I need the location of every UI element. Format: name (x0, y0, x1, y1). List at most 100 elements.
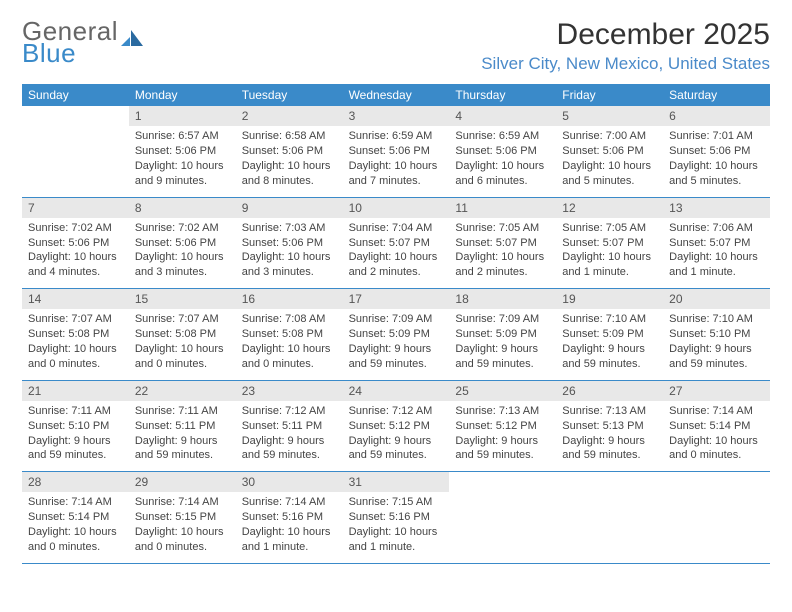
sunrise-text: Sunrise: 6:57 AM (135, 129, 230, 144)
day-number: 9 (236, 198, 343, 218)
sunrise-text: Sunrise: 7:09 AM (349, 312, 444, 327)
sunrise-text: Sunrise: 6:59 AM (455, 129, 550, 144)
day-number: 23 (236, 381, 343, 401)
daylight-text: Daylight: 9 hours (135, 434, 230, 449)
daylight-text: Daylight: 9 hours (242, 434, 337, 449)
daylight-text: Daylight: 10 hours (669, 250, 764, 265)
daylight-text: Daylight: 10 hours (135, 159, 230, 174)
sunrise-text: Sunrise: 6:59 AM (349, 129, 444, 144)
sunrise-text: Sunrise: 7:04 AM (349, 221, 444, 236)
day-cell (663, 472, 770, 563)
daylight-text: and 0 minutes. (28, 357, 123, 372)
day-cell: 24Sunrise: 7:12 AMSunset: 5:12 PMDayligh… (343, 381, 450, 472)
sunrise-text: Sunrise: 7:03 AM (242, 221, 337, 236)
daylight-text: Daylight: 10 hours (135, 250, 230, 265)
logo-sail-icon (121, 24, 143, 40)
daylight-text: Daylight: 10 hours (242, 525, 337, 540)
daylight-text: Daylight: 10 hours (242, 250, 337, 265)
day-cell: 25Sunrise: 7:13 AMSunset: 5:12 PMDayligh… (449, 381, 556, 472)
sunset-text: Sunset: 5:06 PM (242, 144, 337, 159)
sunrise-text: Sunrise: 7:08 AM (242, 312, 337, 327)
day-cell: 8Sunrise: 7:02 AMSunset: 5:06 PMDaylight… (129, 198, 236, 289)
day-number: 27 (663, 381, 770, 401)
sunset-text: Sunset: 5:06 PM (455, 144, 550, 159)
day-cell: 6 Sunrise: 7:01 AMSunset: 5:06 PMDaylight… (663, 106, 770, 197)
logo: GeneralBlue (22, 18, 143, 66)
day-cell: 10Sunrise: 7:04 AMSunset: 5:07 PMDayligh… (343, 198, 450, 289)
sunrise-text: Sunrise: 7:12 AM (242, 404, 337, 419)
daylight-text: Daylight: 9 hours (349, 434, 444, 449)
day-cell: 18Sunrise: 7:09 AMSunset: 5:09 PMDayligh… (449, 289, 556, 380)
day-of-week-header: SundayMondayTuesdayWednesdayThursdayFrid… (22, 84, 770, 106)
daylight-text: and 0 minutes. (135, 540, 230, 555)
daylight-text: and 7 minutes. (349, 174, 444, 189)
day-number: 16 (236, 289, 343, 309)
day-number: 3 (343, 106, 450, 126)
day-cell: 29Sunrise: 7:14 AMSunset: 5:15 PMDayligh… (129, 472, 236, 563)
day-cell: 4Sunrise: 6:59 AMSunset: 5:06 PMDaylight… (449, 106, 556, 197)
day-number: 7 (22, 198, 129, 218)
sunset-text: Sunset: 5:06 PM (669, 144, 764, 159)
sunrise-text: Sunrise: 7:01 AM (669, 129, 764, 144)
sunrise-text: Sunrise: 7:06 AM (669, 221, 764, 236)
daylight-text: Daylight: 10 hours (669, 159, 764, 174)
day-number: 18 (449, 289, 556, 309)
sunset-text: Sunset: 5:08 PM (135, 327, 230, 342)
dow-cell: Friday (556, 84, 663, 106)
sunrise-text: Sunrise: 7:09 AM (455, 312, 550, 327)
day-cell: 1Sunrise: 6:57 AMSunset: 5:06 PMDaylight… (129, 106, 236, 197)
daylight-text: Daylight: 9 hours (562, 342, 657, 357)
day-cell: 15Sunrise: 7:07 AMSunset: 5:08 PMDayligh… (129, 289, 236, 380)
daylight-text: and 0 minutes. (28, 540, 123, 555)
day-number: 19 (556, 289, 663, 309)
sunset-text: Sunset: 5:09 PM (349, 327, 444, 342)
daylight-text: and 59 minutes. (242, 448, 337, 463)
daylight-text: and 59 minutes. (455, 357, 550, 372)
day-number: 26 (556, 381, 663, 401)
daylight-text: and 1 minute. (349, 540, 444, 555)
day-cell (22, 106, 129, 197)
sunset-text: Sunset: 5:06 PM (28, 236, 123, 251)
daylight-text: and 2 minutes. (349, 265, 444, 280)
daylight-text: Daylight: 10 hours (242, 159, 337, 174)
daylight-text: Daylight: 9 hours (669, 342, 764, 357)
day-cell: 30Sunrise: 7:14 AMSunset: 5:16 PMDayligh… (236, 472, 343, 563)
day-number: 8 (129, 198, 236, 218)
sunset-text: Sunset: 5:06 PM (562, 144, 657, 159)
sunset-text: Sunset: 5:12 PM (455, 419, 550, 434)
day-number: 6 (663, 106, 770, 126)
daylight-text: and 4 minutes. (28, 265, 123, 280)
day-cell: 22Sunrise: 7:11 AMSunset: 5:11 PMDayligh… (129, 381, 236, 472)
day-number: 31 (343, 472, 450, 492)
day-number: 29 (129, 472, 236, 492)
sunset-text: Sunset: 5:07 PM (349, 236, 444, 251)
day-number: 15 (129, 289, 236, 309)
sunrise-text: Sunrise: 7:14 AM (135, 495, 230, 510)
day-number: 11 (449, 198, 556, 218)
daylight-text: Daylight: 10 hours (28, 342, 123, 357)
daylight-text: Daylight: 10 hours (669, 434, 764, 449)
daylight-text: Daylight: 10 hours (562, 159, 657, 174)
sunset-text: Sunset: 5:16 PM (242, 510, 337, 525)
day-number: 14 (22, 289, 129, 309)
week-row: 28Sunrise: 7:14 AMSunset: 5:14 PMDayligh… (22, 472, 770, 564)
sunrise-text: Sunrise: 7:07 AM (28, 312, 123, 327)
day-cell: 12Sunrise: 7:05 AMSunset: 5:07 PMDayligh… (556, 198, 663, 289)
daylight-text: Daylight: 10 hours (562, 250, 657, 265)
calendar-grid: SundayMondayTuesdayWednesdayThursdayFrid… (22, 84, 770, 564)
location-subtitle: Silver City, New Mexico, United States (481, 54, 770, 74)
day-number: 5 (556, 106, 663, 126)
sunrise-text: Sunrise: 7:05 AM (455, 221, 550, 236)
sunset-text: Sunset: 5:06 PM (135, 144, 230, 159)
daylight-text: and 59 minutes. (135, 448, 230, 463)
sunrise-text: Sunrise: 7:11 AM (28, 404, 123, 419)
daylight-text: and 59 minutes. (349, 357, 444, 372)
sunrise-text: Sunrise: 7:15 AM (349, 495, 444, 510)
sunset-text: Sunset: 5:09 PM (562, 327, 657, 342)
day-number: 10 (343, 198, 450, 218)
day-number: 28 (22, 472, 129, 492)
day-cell: 17Sunrise: 7:09 AMSunset: 5:09 PMDayligh… (343, 289, 450, 380)
daylight-text: and 5 minutes. (562, 174, 657, 189)
daylight-text: and 9 minutes. (135, 174, 230, 189)
day-cell: 31Sunrise: 7:15 AMSunset: 5:16 PMDayligh… (343, 472, 450, 563)
